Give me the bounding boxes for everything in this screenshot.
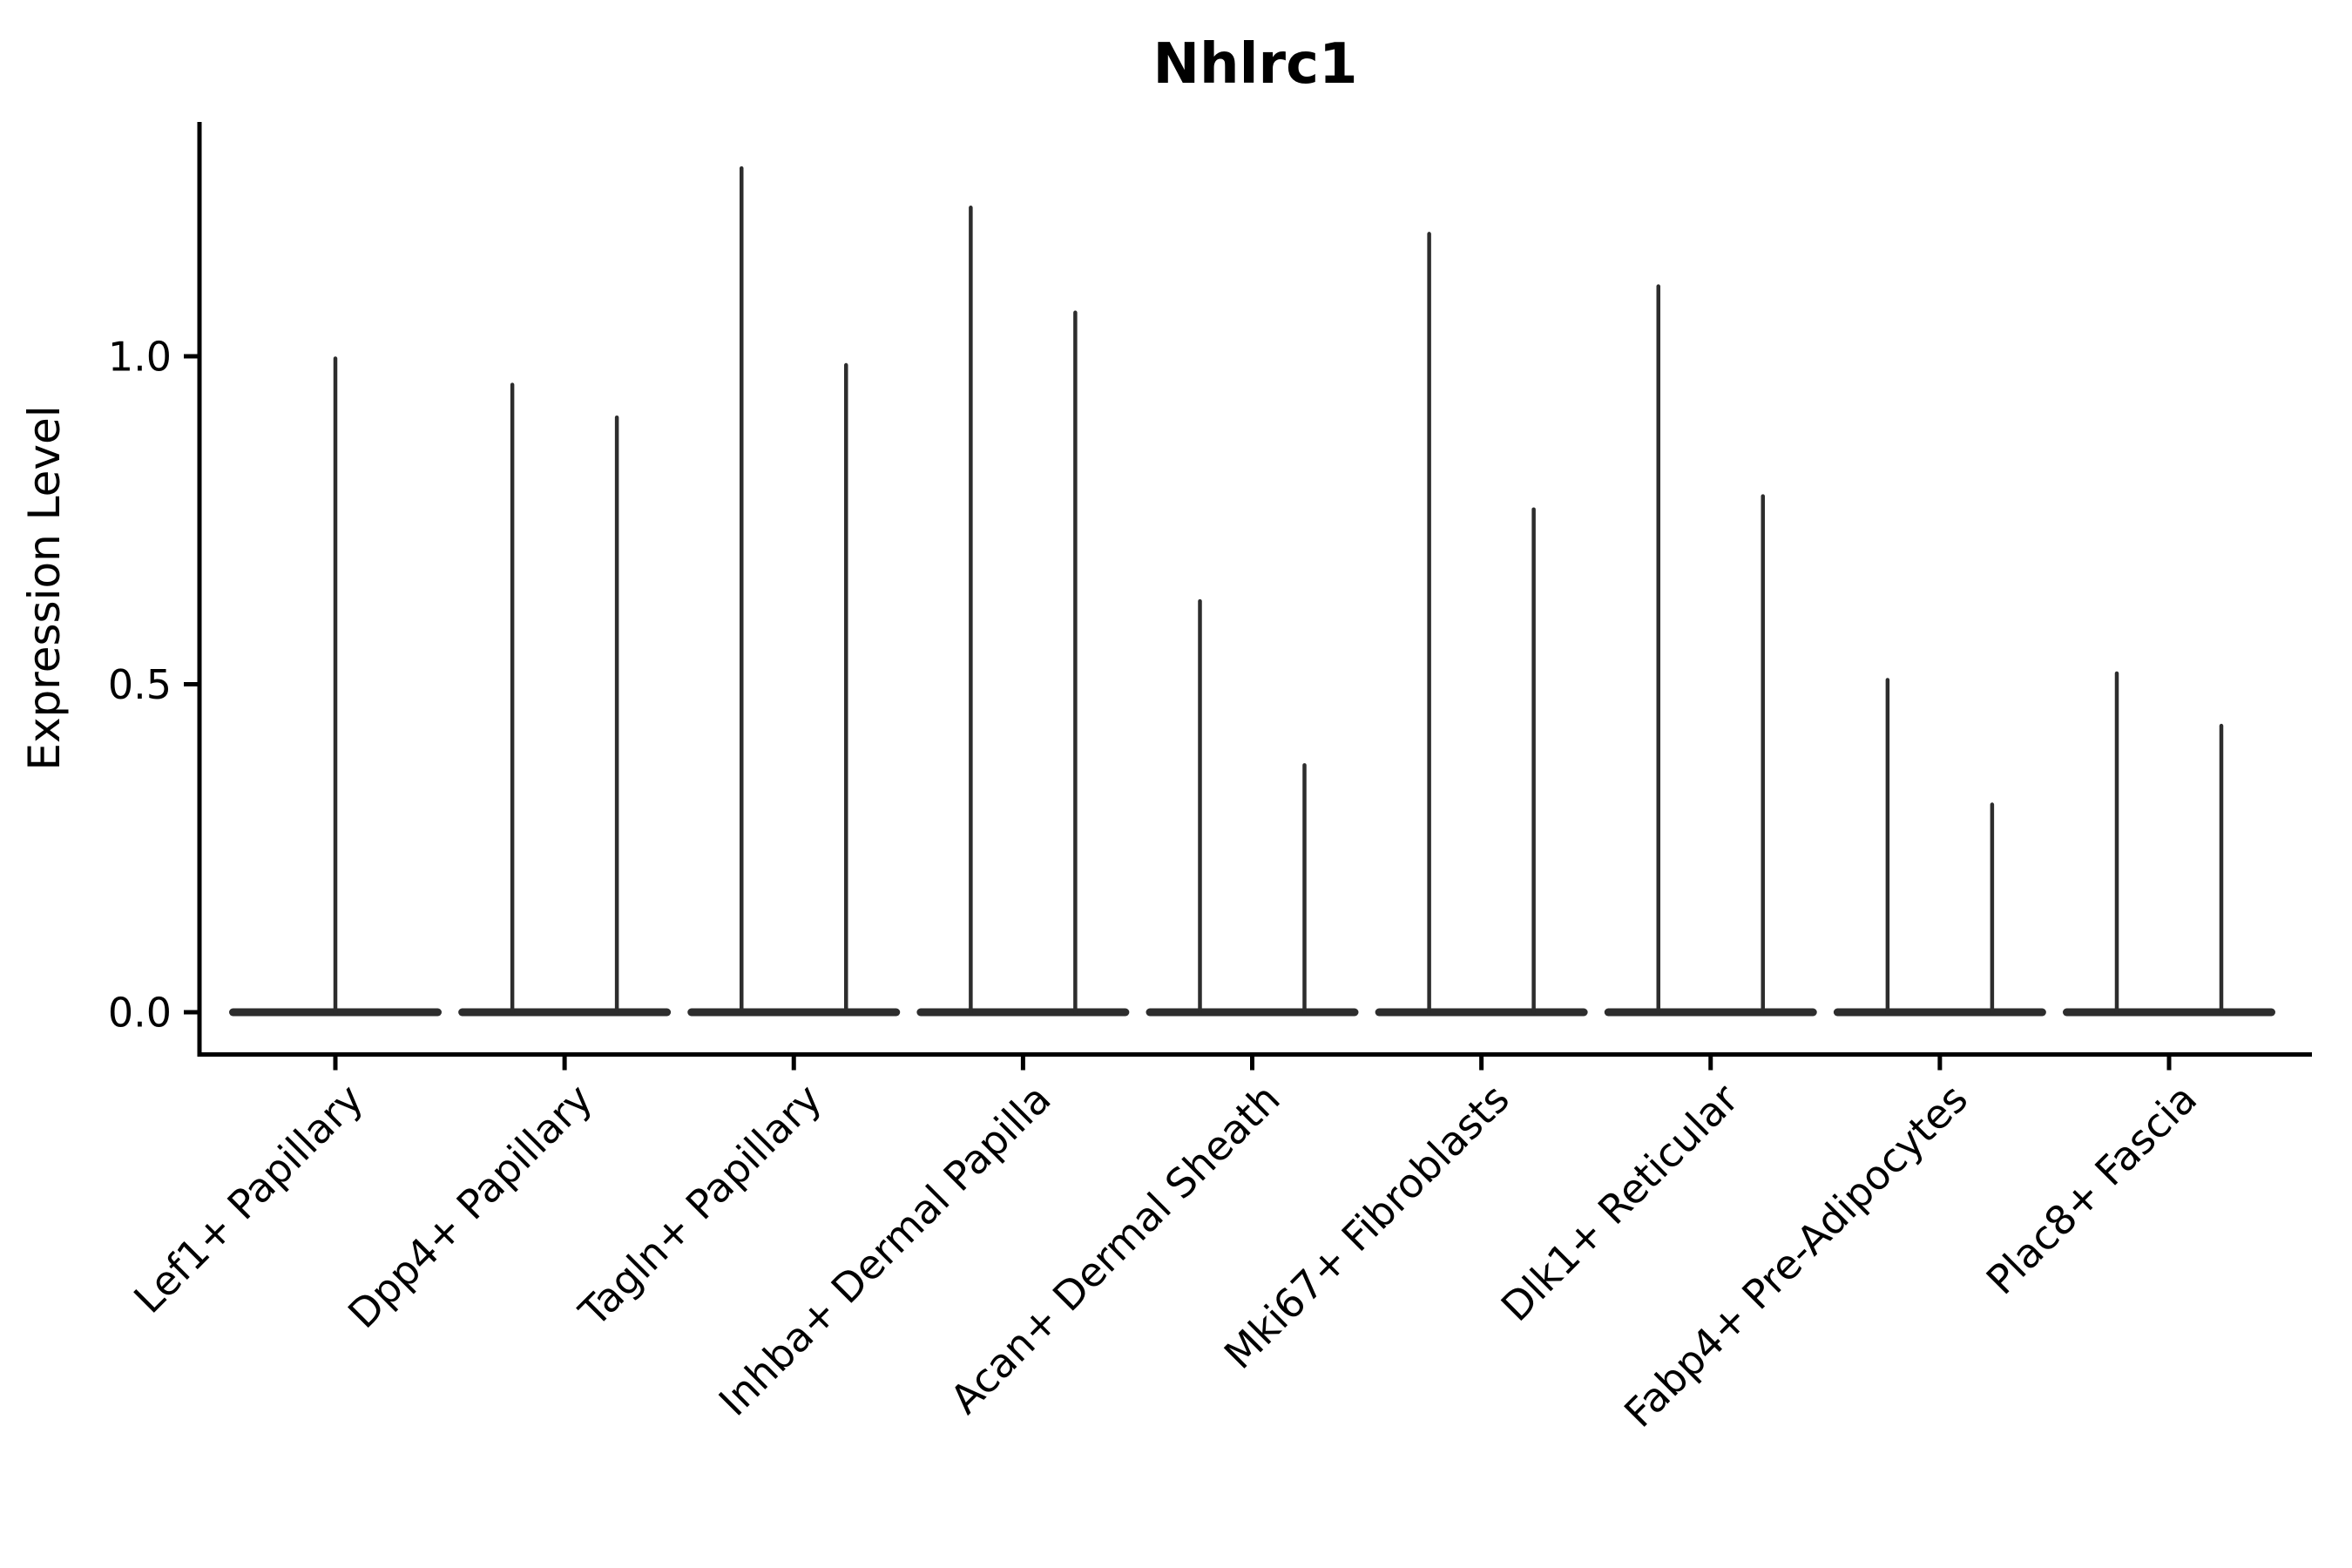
y-tick-label: 1.0 (108, 334, 172, 381)
violin-base (2063, 1008, 2275, 1017)
x-tick-label: Dpp4+ Papillary (339, 1075, 601, 1337)
y-tick-label: 0.0 (108, 990, 172, 1037)
violins-layer (229, 166, 2275, 1017)
violin-base (1146, 1008, 1359, 1017)
violin-base (687, 1008, 901, 1017)
x-tick-label: Lef1+ Papillary (125, 1075, 372, 1322)
violin-base (916, 1008, 1130, 1017)
x-tick-label: Tagln+ Papillary (570, 1075, 831, 1336)
violin-base (1604, 1008, 1817, 1017)
violin-base (1375, 1008, 1588, 1017)
x-tick-label: Dlk1+ Reticular (1492, 1075, 1747, 1330)
violin-base (1833, 1008, 2046, 1017)
x-tick-label: Plac8+ Fascia (1977, 1075, 2206, 1303)
violin-base (458, 1008, 672, 1017)
axes-layer (184, 122, 2312, 1071)
y-tick-label: 0.5 (108, 661, 172, 708)
y-axis-label: Expression Level (19, 405, 70, 770)
chart-title: Nhlrc1 (1152, 32, 1357, 97)
